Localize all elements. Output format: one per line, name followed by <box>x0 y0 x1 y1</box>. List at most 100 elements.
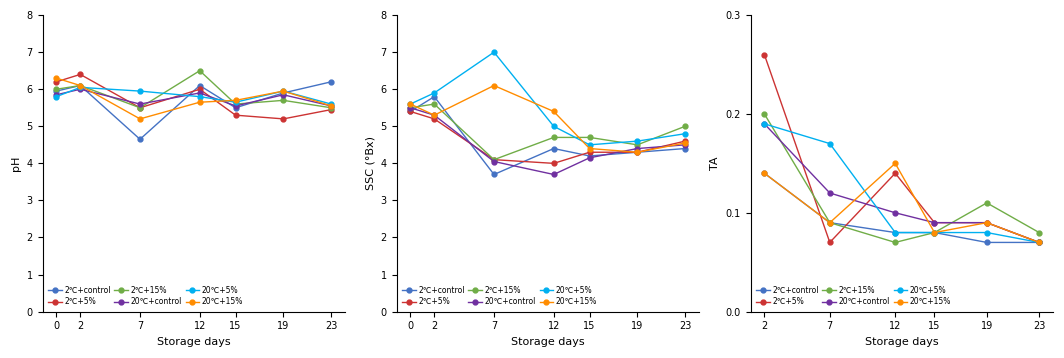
20℃+15% <box>134 117 147 121</box>
20℃+5% <box>325 102 337 106</box>
20℃+control <box>404 106 417 110</box>
20℃+15% <box>547 109 560 113</box>
20℃+5% <box>404 102 417 106</box>
2℃+15% <box>583 135 596 140</box>
2℃+control <box>1033 240 1046 245</box>
2℃+5% <box>928 221 941 225</box>
2℃+15% <box>134 106 147 110</box>
20℃+15% <box>404 102 417 106</box>
Line: 2℃+5%: 2℃+5% <box>762 52 1042 245</box>
Line: 2℃+5%: 2℃+5% <box>408 109 687 166</box>
20℃+5% <box>583 143 596 147</box>
20℃+15% <box>50 76 63 80</box>
20℃+5% <box>73 85 86 90</box>
2℃+5% <box>487 158 500 162</box>
Y-axis label: pH: pH <box>11 156 21 171</box>
2℃+control <box>679 146 692 151</box>
20℃+15% <box>428 113 440 117</box>
2℃+5% <box>194 87 206 91</box>
2℃+5% <box>73 72 86 77</box>
2℃+control <box>547 146 560 151</box>
20℃+15% <box>980 221 993 225</box>
2℃+5% <box>758 53 770 57</box>
20℃+15% <box>73 83 86 88</box>
20℃+15% <box>325 104 337 108</box>
20℃+control <box>631 146 644 151</box>
20℃+control <box>73 87 86 91</box>
20℃+control <box>487 159 500 164</box>
20℃+5% <box>547 124 560 129</box>
Line: 20℃+15%: 20℃+15% <box>54 76 334 121</box>
20℃+15% <box>679 141 692 145</box>
X-axis label: Storage days: Storage days <box>865 337 938 347</box>
Line: 2℃+5%: 2℃+5% <box>54 72 334 121</box>
20℃+15% <box>631 150 644 154</box>
20℃+control <box>679 143 692 147</box>
Line: 2℃+control: 2℃+control <box>762 171 1042 245</box>
2℃+15% <box>980 201 993 205</box>
20℃+control <box>325 104 337 108</box>
2℃+15% <box>50 87 63 91</box>
2℃+15% <box>194 68 206 73</box>
2℃+5% <box>325 107 337 112</box>
Line: 20℃+5%: 20℃+5% <box>408 50 687 147</box>
20℃+15% <box>824 221 836 225</box>
2℃+15% <box>487 158 500 162</box>
20℃+5% <box>631 139 644 143</box>
2℃+control <box>888 231 901 235</box>
20℃+5% <box>679 131 692 136</box>
2℃+5% <box>980 221 993 225</box>
2℃+control <box>758 171 770 175</box>
20℃+control <box>758 122 770 126</box>
2℃+15% <box>758 112 770 116</box>
Y-axis label: SSC (°Bx): SSC (°Bx) <box>365 136 376 190</box>
2℃+15% <box>631 143 644 147</box>
Line: 20℃+control: 20℃+control <box>408 105 687 177</box>
Line: 20℃+15%: 20℃+15% <box>408 83 687 155</box>
20℃+control <box>194 91 206 95</box>
2℃+control <box>325 80 337 84</box>
2℃+control <box>428 95 440 99</box>
20℃+5% <box>758 122 770 126</box>
20℃+control <box>980 221 993 225</box>
20℃+5% <box>888 231 901 235</box>
2℃+15% <box>73 83 86 88</box>
2℃+15% <box>824 221 836 225</box>
20℃+5% <box>229 100 242 104</box>
Line: 20℃+15%: 20℃+15% <box>762 161 1042 245</box>
20℃+control <box>583 156 596 160</box>
2℃+15% <box>1033 231 1046 235</box>
20℃+5% <box>928 231 941 235</box>
20℃+15% <box>487 83 500 88</box>
2℃+control <box>229 106 242 110</box>
20℃+5% <box>487 50 500 54</box>
Line: 2℃+15%: 2℃+15% <box>54 68 334 110</box>
Line: 2℃+control: 2℃+control <box>54 79 334 142</box>
2℃+15% <box>679 124 692 129</box>
2℃+5% <box>824 240 836 245</box>
20℃+control <box>50 93 63 97</box>
2℃+15% <box>888 240 901 245</box>
20℃+control <box>229 104 242 108</box>
2℃+5% <box>277 117 289 121</box>
20℃+15% <box>1033 240 1046 245</box>
2℃+5% <box>229 113 242 117</box>
Line: 2℃+15%: 2℃+15% <box>408 102 687 162</box>
2℃+5% <box>134 106 147 110</box>
2℃+control <box>928 231 941 235</box>
20℃+control <box>824 191 836 195</box>
2℃+15% <box>428 102 440 106</box>
Legend: 2℃+control, 2℃+5%, 2℃+15%, 20℃+control, 20℃+5%, 20℃+15%: 2℃+control, 2℃+5%, 2℃+15%, 20℃+control, … <box>47 285 245 308</box>
2℃+control <box>277 91 289 95</box>
Line: 2℃+15%: 2℃+15% <box>762 111 1042 245</box>
Line: 20℃+control: 20℃+control <box>762 121 1042 245</box>
20℃+5% <box>194 95 206 99</box>
2℃+15% <box>229 102 242 106</box>
2℃+5% <box>50 80 63 84</box>
20℃+15% <box>888 161 901 165</box>
20℃+control <box>1033 240 1046 245</box>
2℃+control <box>404 109 417 113</box>
20℃+control <box>928 221 941 225</box>
2℃+control <box>631 150 644 154</box>
2℃+5% <box>631 150 644 154</box>
